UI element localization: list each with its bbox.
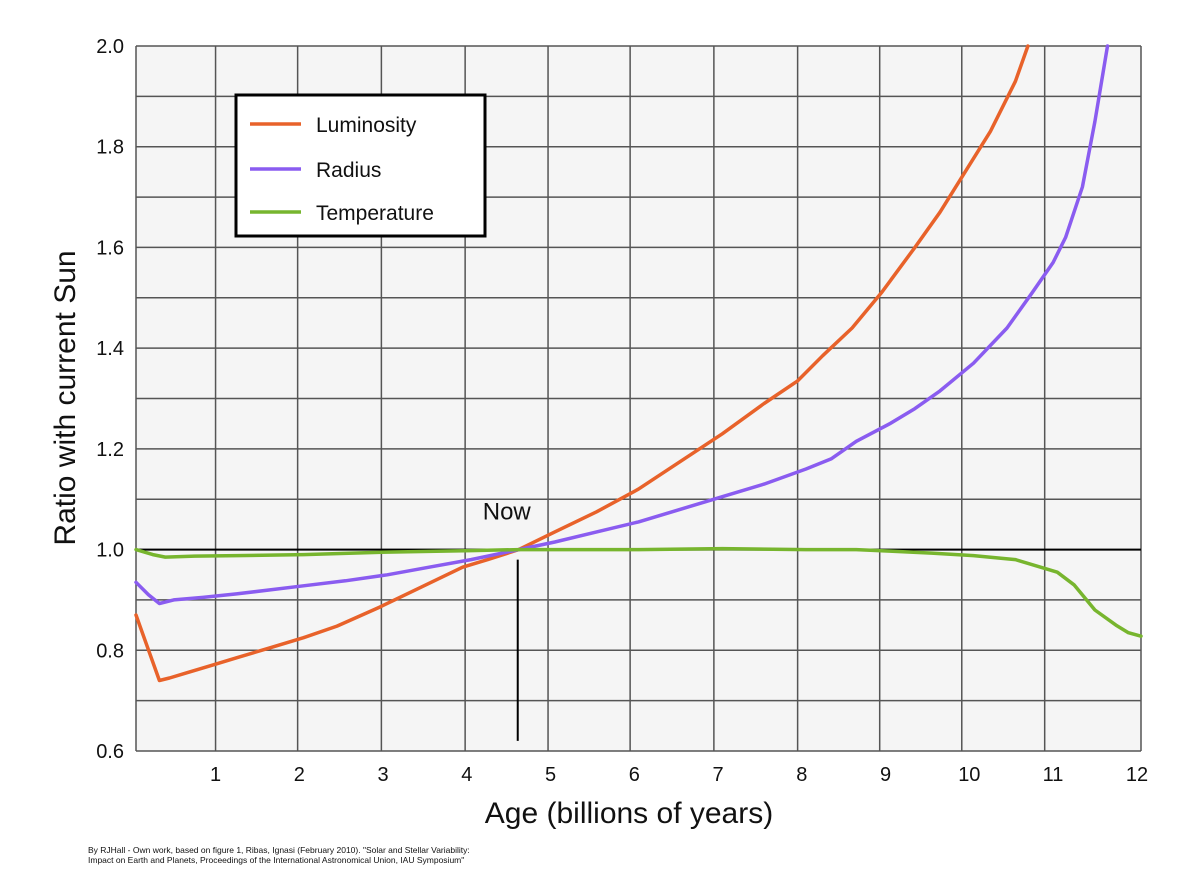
legend: Luminosity Radius Temperature	[234, 93, 487, 238]
chart: Now 1 2 3 4 5 6 7 8 9 10 11 12 0.60.81.01.21.41.61.…	[49, 36, 1148, 830]
x-tick-label: 4	[461, 764, 472, 786]
legend-label-luminosity: Luminosity	[316, 114, 417, 137]
x-axis-label: Age (billions of years)	[485, 797, 773, 830]
y-tick-label: 1.2	[96, 439, 124, 461]
legend-label-radius: Radius	[316, 159, 381, 182]
credit-text: By RJHall - Own work, based on figure 1,…	[88, 845, 688, 865]
y-gridlines	[136, 45, 1141, 752]
x-tick-label: 6	[629, 764, 640, 786]
credit-line-1: By RJHall - Own work, based on figure 1,…	[88, 845, 470, 855]
x-tick-label: 7	[713, 764, 724, 786]
x-tick-label: 8	[796, 764, 807, 786]
y-tick-label: 1.4	[96, 338, 124, 360]
x-tick-label: 5	[545, 764, 556, 786]
now-annotation: Now	[483, 498, 532, 525]
y-tick-label: 0.8	[96, 640, 124, 662]
y-tick-label: 1.8	[96, 137, 124, 159]
y-tick-label: 0.6	[96, 741, 124, 763]
series-line-radius	[134, 44, 1110, 606]
series-group	[134, 44, 1143, 683]
y-axis-label: Ratio with current Sun	[49, 250, 82, 545]
x-tick-label: 3	[378, 764, 389, 786]
y-tick-label: 2.0	[96, 36, 124, 58]
y-tick-labels: 0.6 0.8 1.0 1.2 1.4 1.6 1.8 2.0	[96, 36, 124, 763]
y-tick-label: 1.0	[96, 540, 124, 562]
x-tick-label: 9	[880, 764, 891, 786]
legend-label-temperature: Temperature	[316, 202, 434, 225]
x-tick-label: 1	[210, 764, 221, 786]
x-tick-label: 2	[294, 764, 305, 786]
series-line-luminosity	[134, 44, 1030, 683]
x-tick-labels: 1 2 3 4 5 6 7 8 9 10 11 12	[210, 764, 1148, 786]
credit-line-2: Impact on Earth and Planets, Proceedings…	[88, 855, 465, 865]
series-line-temperature	[134, 546, 1143, 638]
x-tick-label: 11	[1043, 764, 1064, 786]
x-tick-label: 12	[1126, 764, 1148, 786]
x-tick-label: 10	[958, 764, 980, 786]
y-tick-label: 1.6	[96, 237, 124, 259]
